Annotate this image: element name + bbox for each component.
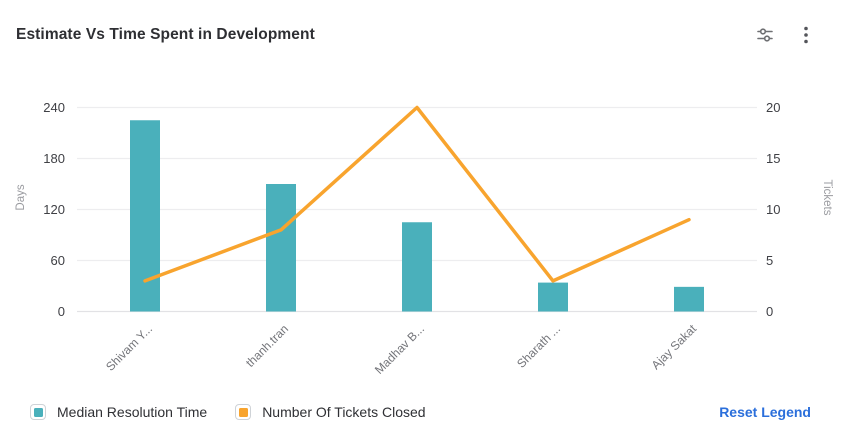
- legend-label: Number Of Tickets Closed: [262, 404, 426, 420]
- y-right-axis-name: Tickets: [821, 180, 833, 216]
- y-left-axis-name: Days: [15, 184, 27, 210]
- chart-settings-button[interactable]: [751, 21, 779, 49]
- bar-Sharath ...[interactable]: [538, 282, 568, 312]
- y-right-tick-label: 0: [766, 304, 773, 319]
- widget-title: Estimate Vs Time Spent in Development: [16, 26, 315, 43]
- legend-item[interactable]: Median Resolution Time: [30, 404, 207, 420]
- header-actions: [751, 21, 819, 49]
- y-left-tick-label: 120: [43, 202, 65, 217]
- bar-thanh.tran[interactable]: [266, 184, 296, 312]
- chart-canvas: 0 0 60 5 120 10 180 15 240 20 Days Tickets Shivam Y.…: [15, 100, 833, 377]
- legend-swatch-icon: [235, 404, 252, 420]
- x-axis-label: Ajay Sakat: [649, 321, 700, 372]
- legend-label: Median Resolution Time: [57, 404, 208, 420]
- bar-Ajay Sakat[interactable]: [674, 286, 704, 312]
- y-left-tick-label: 180: [43, 151, 65, 166]
- y-left-tick-label: 0: [58, 304, 65, 319]
- legend-swatch-icon: [30, 404, 46, 420]
- more-options-button[interactable]: [793, 21, 819, 49]
- legend-items: Median Resolution Time Number Of Tickets …: [30, 404, 426, 420]
- bar-Madhav B...[interactable]: [402, 222, 432, 312]
- x-axis-label: Shivam Y...: [103, 322, 155, 374]
- legend-item[interactable]: Number Of Tickets Closed: [235, 404, 426, 420]
- y-left-tick-label: 60: [51, 253, 65, 268]
- y-right-tick-label: 5: [766, 253, 773, 268]
- y-left-tick-label: 240: [43, 100, 65, 115]
- y-right-tick-label: 10: [766, 202, 780, 217]
- reset-legend-link[interactable]: Reset Legend: [719, 404, 811, 420]
- kebab-menu-icon: [804, 26, 808, 44]
- legend-row: Median Resolution Time Number Of Tickets …: [0, 390, 841, 428]
- widget-header: Estimate Vs Time Spent in Development: [0, 0, 841, 50]
- line-series[interactable]: [143, 105, 691, 283]
- x-axis-label: Madhav B...: [372, 322, 427, 377]
- y-right-tick-label: 20: [766, 100, 780, 115]
- chart-area: 0 0 60 5 120 10 180 15 240 20 Days Tickets Shivam Y.…: [0, 50, 841, 390]
- y-right-tick-label: 15: [766, 151, 780, 166]
- x-axis-label: Sharath ...: [514, 322, 563, 371]
- x-axis-label: thanh.tran: [243, 322, 291, 370]
- sliders-icon: [757, 28, 773, 42]
- bar-Shivam Y...[interactable]: [130, 120, 160, 312]
